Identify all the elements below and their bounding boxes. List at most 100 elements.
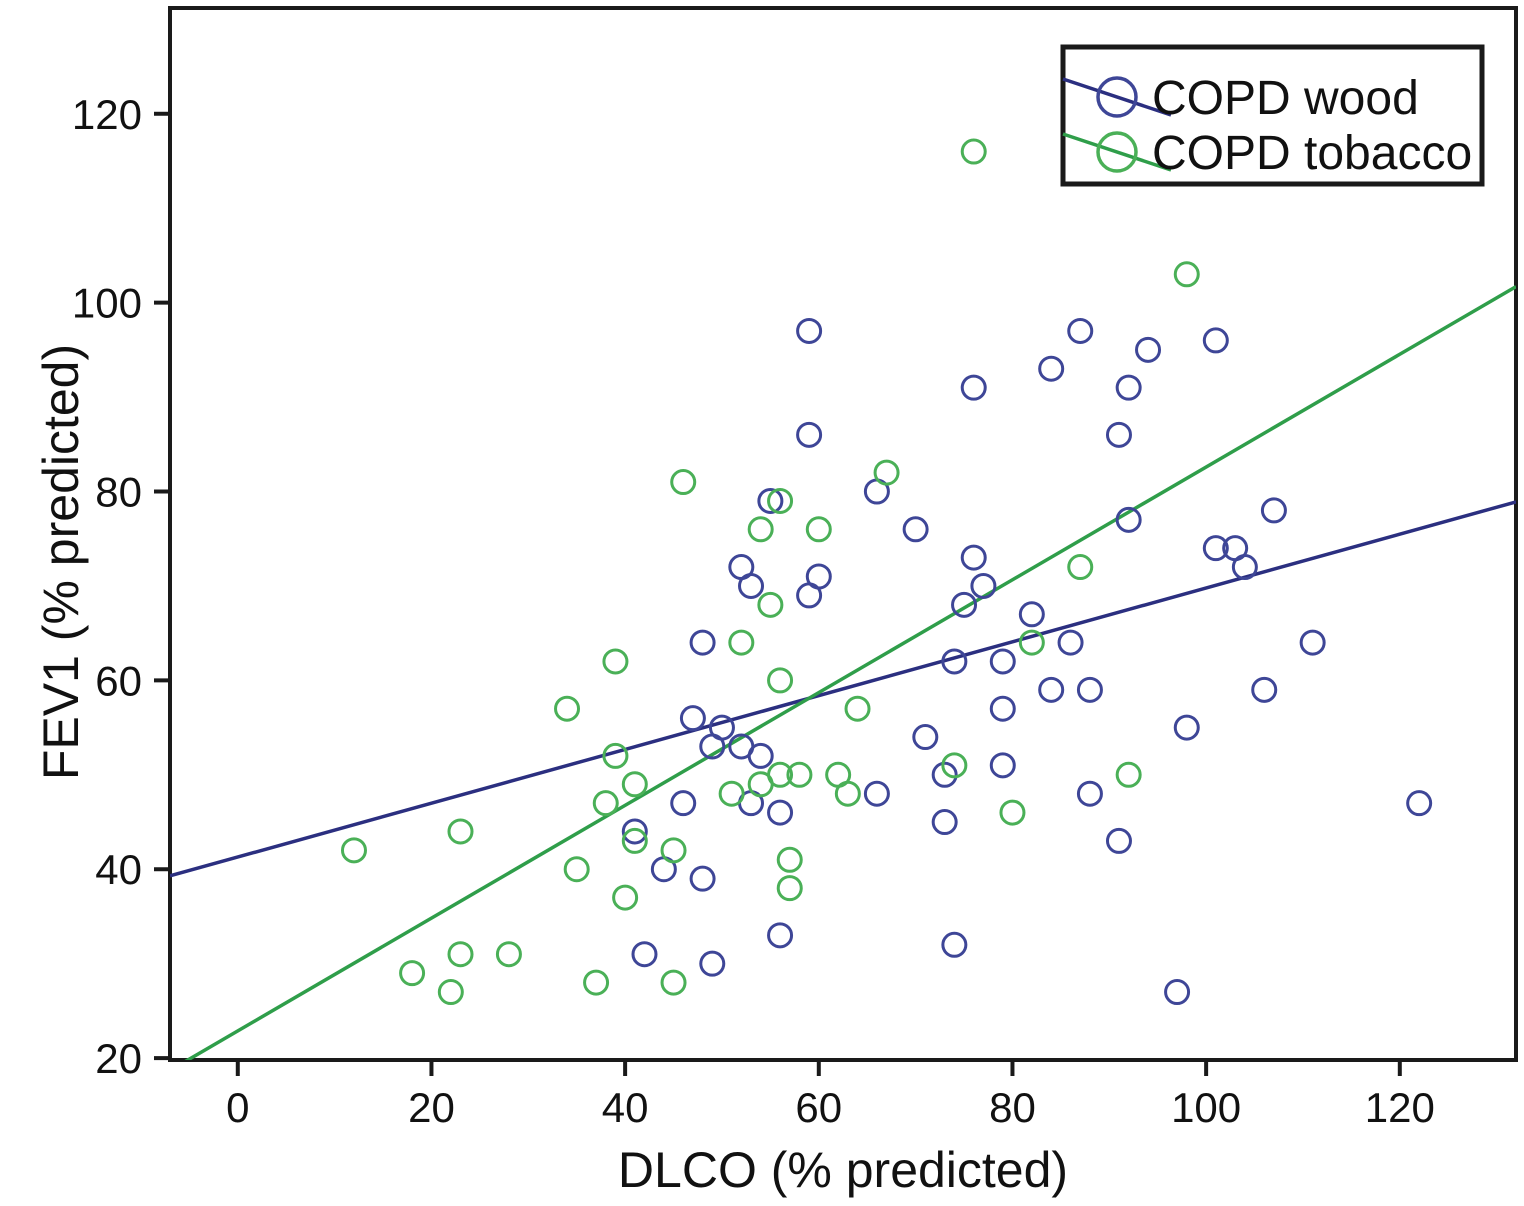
data-point-tobacco bbox=[612, 884, 639, 911]
plot-area: 0 20 40 60 80 100 120 20 40 60 80 100 120 bbox=[72, 6, 1518, 1131]
data-point-wood bbox=[989, 752, 1016, 779]
x-tick-label: 120 bbox=[1365, 1084, 1435, 1131]
data-point-tobacco bbox=[941, 752, 968, 779]
data-point-tobacco bbox=[747, 771, 774, 798]
data-point-wood bbox=[670, 790, 697, 817]
data-point-wood bbox=[699, 950, 726, 977]
data-point-wood bbox=[1076, 676, 1103, 703]
data-point-wood bbox=[1057, 629, 1084, 656]
data-point-wood bbox=[796, 317, 823, 344]
data-point-wood bbox=[1406, 790, 1433, 817]
plot-frame bbox=[168, 6, 1518, 1062]
data-point-wood bbox=[689, 629, 716, 656]
data-point-wood bbox=[767, 922, 794, 949]
legend-label-wood: COPD wood bbox=[1152, 72, 1419, 125]
data-point-wood bbox=[960, 374, 987, 401]
data-point-wood bbox=[1260, 497, 1287, 524]
data-point-tobacco bbox=[1173, 261, 1200, 288]
data-point-tobacco bbox=[776, 846, 803, 873]
data-point-tobacco bbox=[437, 979, 464, 1006]
data-point-wood bbox=[1173, 714, 1200, 741]
data-point-wood bbox=[1202, 535, 1229, 562]
data-point-wood bbox=[960, 544, 987, 571]
data-point-wood bbox=[989, 648, 1016, 675]
trend-line-wood bbox=[170, 500, 1516, 878]
data-point-wood bbox=[796, 421, 823, 448]
data-point-tobacco bbox=[960, 138, 987, 165]
data-point-tobacco bbox=[747, 516, 774, 543]
data-point-tobacco bbox=[776, 875, 803, 902]
series-tobacco bbox=[340, 138, 1200, 1006]
data-point-wood bbox=[1115, 374, 1142, 401]
data-point-tobacco bbox=[621, 771, 648, 798]
data-point-tobacco bbox=[660, 837, 687, 864]
data-point-tobacco bbox=[767, 667, 794, 694]
data-point-wood bbox=[970, 572, 997, 599]
data-point-tobacco bbox=[554, 695, 581, 722]
data-point-tobacco bbox=[563, 856, 590, 883]
data-point-wood bbox=[931, 809, 958, 836]
data-point-wood bbox=[1038, 355, 1065, 382]
data-point-tobacco bbox=[873, 459, 900, 486]
data-point-wood bbox=[1105, 421, 1132, 448]
data-point-wood bbox=[989, 695, 1016, 722]
data-point-wood bbox=[621, 818, 648, 845]
data-point-wood bbox=[1299, 629, 1326, 656]
data-point-tobacco bbox=[602, 742, 629, 769]
data-point-wood bbox=[689, 865, 716, 892]
data-point-tobacco bbox=[757, 591, 784, 618]
data-point-tobacco bbox=[834, 780, 861, 807]
y-tick-label: 60 bbox=[95, 657, 142, 704]
data-point-tobacco bbox=[602, 648, 629, 675]
data-point-wood bbox=[679, 705, 706, 732]
data-point-wood bbox=[767, 799, 794, 826]
data-point-wood bbox=[1251, 676, 1278, 703]
data-point-tobacco bbox=[583, 969, 610, 996]
data-point-tobacco bbox=[660, 969, 687, 996]
y-tick-label: 100 bbox=[72, 280, 142, 327]
x-axis-title: DLCO (% predicted) bbox=[618, 1142, 1068, 1198]
legend-label-tobacco: COPD tobacco bbox=[1152, 127, 1472, 180]
data-point-tobacco bbox=[1115, 761, 1142, 788]
data-point-tobacco bbox=[495, 941, 522, 968]
data-point-wood bbox=[1067, 317, 1094, 344]
data-point-wood bbox=[1202, 327, 1229, 354]
data-point-tobacco bbox=[621, 827, 648, 854]
data-point-wood bbox=[1164, 979, 1191, 1006]
legend: COPD wood COPD tobacco bbox=[1060, 44, 1485, 187]
legend-circle-icon bbox=[1096, 131, 1138, 173]
data-point-wood bbox=[1038, 676, 1065, 703]
data-point-tobacco bbox=[1018, 629, 1045, 656]
y-tick-label: 40 bbox=[95, 846, 142, 893]
data-point-tobacco bbox=[728, 629, 755, 656]
data-point-wood bbox=[699, 733, 726, 760]
data-point-tobacco bbox=[399, 960, 426, 987]
data-point-wood bbox=[747, 742, 774, 769]
data-point-wood bbox=[757, 487, 784, 514]
trend-line-tobacco bbox=[184, 285, 1516, 1060]
data-point-tobacco bbox=[767, 487, 794, 514]
y-tick-label: 80 bbox=[95, 469, 142, 516]
data-point-wood bbox=[631, 941, 658, 968]
data-point-tobacco bbox=[805, 516, 832, 543]
data-point-wood bbox=[1135, 336, 1162, 363]
y-tick-label: 120 bbox=[72, 91, 142, 138]
data-point-wood bbox=[796, 582, 823, 609]
data-point-tobacco bbox=[592, 790, 619, 817]
data-point-tobacco bbox=[447, 818, 474, 845]
y-tick-label: 20 bbox=[95, 1035, 142, 1082]
data-point-wood bbox=[941, 648, 968, 675]
x-tick-label: 100 bbox=[1171, 1084, 1241, 1131]
legend-circle-icon bbox=[1096, 76, 1138, 118]
y-axis-title: FEV1 (% predicted) bbox=[33, 344, 89, 780]
data-point-wood bbox=[902, 516, 929, 543]
x-tick-label: 40 bbox=[602, 1084, 649, 1131]
data-point-tobacco bbox=[999, 799, 1026, 826]
data-point-wood bbox=[951, 591, 978, 618]
data-point-tobacco bbox=[1067, 554, 1094, 581]
data-point-wood bbox=[941, 931, 968, 958]
data-point-wood bbox=[912, 724, 939, 751]
data-point-tobacco bbox=[670, 469, 697, 496]
data-point-wood bbox=[863, 780, 890, 807]
